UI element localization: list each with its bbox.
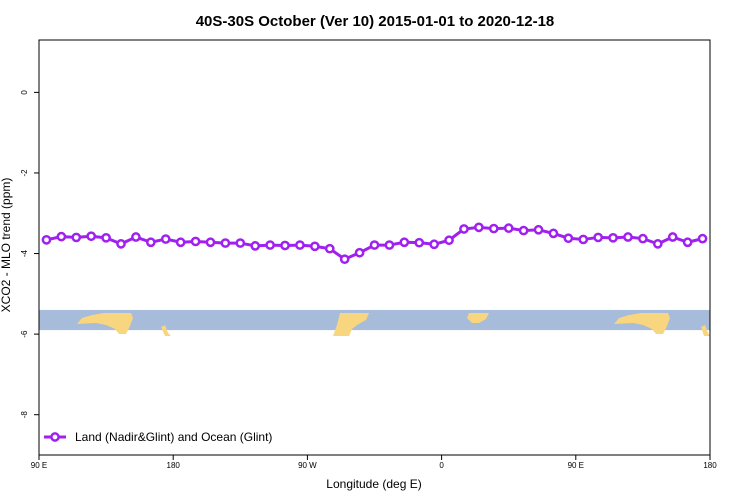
data-point: [190, 236, 201, 247]
x-axis-label: Longitude (deg E): [326, 477, 421, 491]
data-point: [295, 240, 305, 250]
y-tick-label: -4: [20, 249, 29, 257]
data-point: [324, 243, 335, 254]
data-point: [682, 237, 693, 248]
data-point: [250, 241, 261, 251]
data-point: [56, 231, 67, 242]
data-point: [608, 232, 618, 243]
data-point: [533, 224, 544, 235]
data-point: [205, 237, 216, 248]
legend-marker-swatch: [50, 432, 60, 442]
data-point: [71, 232, 82, 243]
x-axis: 90 E 180 90 W 0 90 E 180: [31, 455, 717, 470]
legend-label: Land (Nadir&Glint) and Ocean (Glint): [75, 430, 272, 444]
chart-title: 40S-30S October (Ver 10) 2015-01-01 to 2…: [196, 13, 555, 30]
legend: Land (Nadir&Glint) and Ocean (Glint): [44, 430, 272, 444]
data-point: [131, 232, 141, 242]
data-point: [86, 231, 97, 242]
data-point: [652, 239, 663, 249]
data-point: [667, 232, 678, 242]
y-tick-label: 0: [20, 90, 29, 95]
data-point: [41, 234, 52, 245]
land-masses: [77, 313, 710, 336]
data-point: [160, 234, 171, 244]
land-australia-1: [77, 313, 133, 334]
data-point: [220, 238, 231, 248]
y-tick-label: -2: [20, 169, 29, 177]
data-point: [354, 247, 365, 258]
data-point: [116, 239, 126, 249]
data-point: [280, 240, 290, 251]
land-south-america: [333, 313, 369, 336]
y-tick-label: -6: [20, 330, 29, 338]
land-south-africa: [467, 313, 489, 323]
data-point: [339, 254, 350, 265]
series-layer: [41, 222, 708, 265]
land-new-zealand-2: [701, 325, 710, 336]
data-point: [488, 223, 499, 234]
data-point: [444, 235, 454, 246]
y-axis-label: XCO2 - MLO trend (ppm): [0, 178, 13, 313]
land-new-zealand-1: [161, 325, 171, 336]
x-tick-label: 90 E: [568, 461, 584, 470]
y-tick-label: -8: [20, 411, 29, 419]
data-point: [578, 234, 589, 245]
ocean-band: [39, 309, 710, 331]
data-point: [414, 237, 425, 248]
data-point: [145, 237, 156, 248]
data-point: [459, 224, 469, 234]
data-point: [399, 237, 410, 248]
data-point: [503, 223, 514, 234]
data-point: [638, 233, 648, 244]
map-strip: [39, 309, 710, 336]
x-tick-label: 0: [439, 461, 444, 470]
data-point: [384, 240, 395, 250]
data-point: [101, 232, 111, 243]
x-tick-label: 90 W: [298, 461, 317, 470]
plot-frame: [38, 39, 711, 456]
data-point: [265, 240, 275, 250]
data-point: [235, 238, 246, 248]
data-point: [623, 232, 633, 242]
data-point: [518, 225, 529, 236]
data-point: [474, 222, 484, 233]
x-tick-label: 180: [167, 461, 181, 470]
land-australia-2: [614, 313, 670, 334]
y-axis: 0 -2 -4 -6 -8: [20, 90, 39, 419]
x-tick-label: 180: [703, 461, 717, 470]
data-point: [548, 228, 559, 239]
data-point: [429, 239, 439, 250]
data-point: [563, 233, 574, 244]
data-point: [593, 232, 604, 243]
data-point: [175, 237, 186, 248]
data-point: [369, 240, 380, 250]
x-tick-label: 90 E: [31, 461, 47, 470]
data-point: [310, 241, 320, 252]
data-point: [697, 233, 708, 244]
